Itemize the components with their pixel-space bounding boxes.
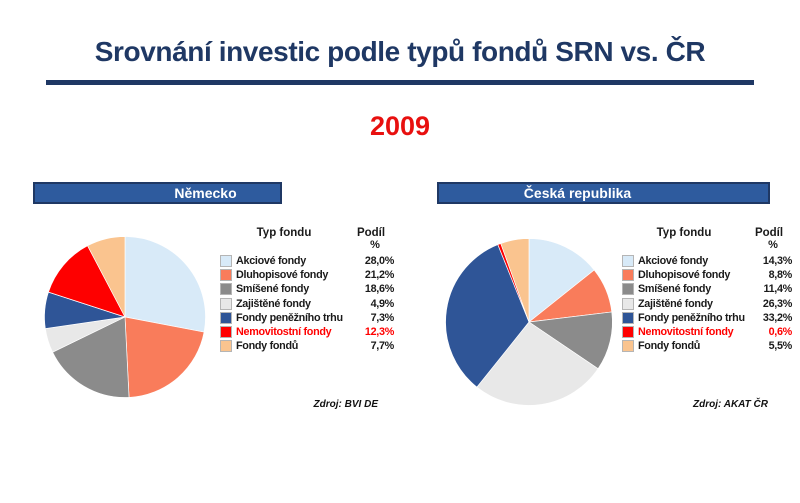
legend-germany-header: Typ fondu Podíl [220, 227, 394, 239]
legend-swatch [220, 255, 232, 268]
legend-label: Akciové fondy [236, 255, 306, 268]
legend-label: Zajištěné fondy [638, 297, 713, 310]
pie-slice-5 [48, 245, 126, 318]
source-label-czech: Zdroj: AKAT ČR [693, 399, 768, 410]
legend-swatch [220, 326, 232, 339]
legend-czech-subheader: % [622, 239, 792, 253]
legend-swatch [622, 283, 634, 296]
legend-label: Zajištěné fondy [236, 297, 311, 310]
pie-chart-czech [443, 236, 615, 408]
legend-swatch [622, 255, 634, 268]
legend-value: 21,2% [364, 269, 394, 282]
legend-value: 0,6% [768, 326, 793, 339]
legend-swatch [622, 326, 634, 339]
legend-swatch [220, 311, 232, 324]
legend-row: Akciové fondy 28,0% [220, 254, 394, 268]
legend-czech-header: Typ fondu Podíl [622, 227, 792, 239]
legend-germany-rows: Akciové fondy 28,0% Dluhopisové fondy 21,2%… [220, 254, 394, 353]
pie-slice-4 [445, 244, 530, 388]
legend-row: Nemovitostní fondy 0,6% [622, 325, 792, 339]
legend-swatch [622, 297, 634, 310]
pie-slice-1 [124, 316, 205, 398]
pie-slice-2 [52, 316, 130, 398]
legend-row: Akciové fondy 14,3% [622, 254, 792, 268]
source-label-germany: Zdroj: BVI DE [313, 399, 378, 410]
legend-value: 33,2% [762, 311, 792, 324]
legend-value: 28,0% [364, 255, 394, 268]
panel-header-czech-label: Česká republika [523, 185, 632, 201]
legend-label: Akciové fondy [638, 255, 708, 268]
legend-row: Fondy peněžního trhu 33,2% [622, 311, 792, 325]
legend-swatch [622, 311, 634, 324]
legend-col-share: Podíl [754, 227, 784, 239]
legend-label: Dluhopisové fondy [638, 269, 731, 282]
legend-germany: Typ fondu Podíl % Akciové fondy 28,0% Dluh… [220, 227, 394, 353]
panel-header-germany-label: Německo [174, 185, 237, 201]
legend-row: Smíšené fondy 18,6% [220, 282, 394, 296]
legend-row: Dluhopisové fondy 8,8% [622, 268, 792, 282]
legend-swatch [622, 340, 634, 353]
legend-label: Smíšené fondy [638, 283, 711, 296]
legend-col-type: Typ fondu [656, 227, 712, 239]
legend-value: 8,8% [768, 269, 793, 282]
title-underline [46, 80, 754, 85]
legend-row: Smíšené fondy 11,4% [622, 282, 792, 296]
year-label: 2009 [369, 111, 431, 141]
legend-row: Zajištěné fondy 26,3% [622, 297, 792, 311]
legend-row: Fondy peněžního trhu 7,3% [220, 311, 394, 325]
legend-czech-rows: Akciové fondy 14,3% Dluhopisové fondy 8,8% S… [622, 254, 792, 353]
legend-value: 7,3% [370, 311, 395, 324]
legend-swatch [622, 269, 634, 282]
pie-slice-0 [124, 236, 206, 333]
legend-value: 5,5% [768, 340, 793, 353]
legend-col-unit: % [768, 239, 778, 251]
legend-col-type: Typ fondu [256, 227, 312, 239]
legend-row: Fondy fondů 7,7% [220, 339, 394, 353]
pie-chart-germany [42, 234, 208, 400]
pie-slice-6 [500, 238, 530, 323]
legend-swatch [220, 297, 232, 310]
legend-col-unit: % [370, 239, 380, 251]
legend-value: 18,6% [364, 283, 394, 296]
legend-swatch [220, 340, 232, 353]
legend-col-share: Podíl [356, 227, 386, 239]
legend-value: 26,3% [762, 297, 792, 310]
legend-value: 14,3% [762, 255, 792, 268]
legend-label: Fondy fondů [638, 340, 701, 353]
legend-label: Fondy peněžního trhu [236, 311, 343, 324]
legend-row: Fondy fondů 5,5% [622, 339, 792, 353]
legend-label: Dluhopisové fondy [236, 269, 329, 282]
legend-germany-subheader: % [220, 239, 394, 253]
legend-czech: Typ fondu Podíl % Akciové fondy 14,3% Dluh… [622, 227, 792, 353]
panel-header-czech: Česká republika [437, 182, 770, 204]
legend-label: Nemovitostní fondy [236, 326, 332, 339]
legend-label: Fondy peněžního trhu [638, 311, 745, 324]
pie-slice-6 [87, 236, 126, 318]
legend-label: Nemovitostní fondy [638, 326, 734, 339]
panel-header-germany: Německo [33, 182, 282, 204]
legend-value: 4,9% [370, 297, 395, 310]
pie-svg [445, 238, 613, 406]
legend-label: Smíšené fondy [236, 283, 309, 296]
pie-slice-0 [528, 238, 595, 323]
pie-svg [44, 236, 206, 398]
pie-slice-3 [476, 321, 599, 406]
legend-label: Fondy fondů [236, 340, 299, 353]
slide-title: Srovnání investic podle typů fondů SRN v… [94, 36, 706, 67]
legend-value: 12,3% [364, 326, 394, 339]
legend-row: Dluhopisové fondy 21,2% [220, 268, 394, 282]
legend-swatch [220, 269, 232, 282]
legend-swatch [220, 283, 232, 296]
legend-value: 7,7% [370, 340, 395, 353]
legend-value: 11,4% [763, 283, 792, 296]
legend-row: Nemovitostní fondy 12,3% [220, 325, 394, 339]
legend-row: Zajištěné fondy 4,9% [220, 297, 394, 311]
